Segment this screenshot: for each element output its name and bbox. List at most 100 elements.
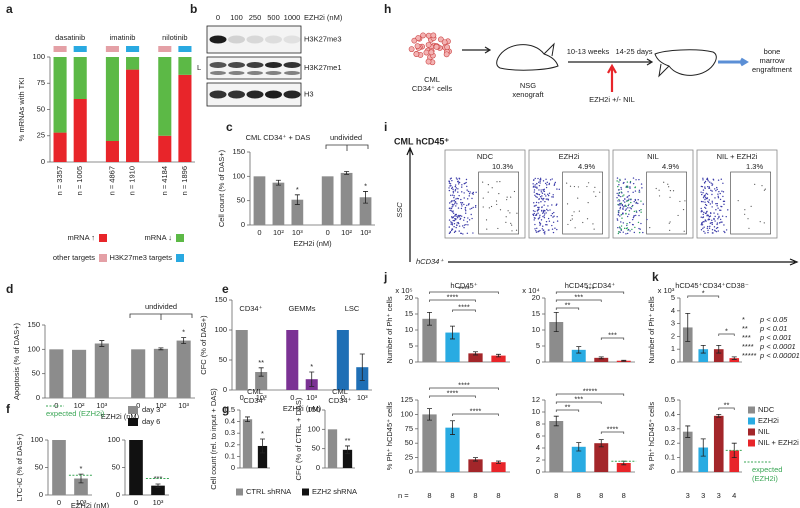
blot-band: [246, 90, 264, 99]
event: [709, 203, 712, 205]
event: [637, 221, 640, 224]
event: [538, 202, 540, 204]
error-bar: [181, 337, 187, 344]
event: [458, 225, 461, 227]
event: [711, 206, 713, 208]
event: [623, 181, 625, 184]
y-tick-label: 0: [409, 357, 413, 366]
event: [453, 196, 455, 199]
event: [540, 197, 543, 199]
significance: *: [296, 185, 299, 194]
event: [701, 193, 703, 196]
event: [638, 214, 640, 217]
event: [546, 181, 548, 184]
event: [719, 192, 721, 195]
blot-band: [265, 35, 282, 44]
y-tick-label: 25: [405, 453, 413, 462]
event: [722, 191, 725, 193]
event: [457, 191, 459, 193]
y-tick-label: 100: [232, 171, 245, 180]
n-count: 4: [732, 491, 736, 500]
event: [721, 215, 724, 217]
event: [725, 229, 728, 231]
bracket-label: **: [565, 300, 571, 309]
event: [535, 231, 538, 233]
panel-letter: f: [6, 402, 11, 416]
event: [552, 221, 555, 224]
event: [700, 200, 703, 203]
event: [532, 183, 534, 185]
event: [704, 203, 707, 206]
event: [459, 214, 461, 217]
bar: [257, 445, 268, 468]
event: [750, 205, 752, 207]
lane-label: 250: [249, 13, 262, 22]
bar: [594, 443, 609, 472]
event: [617, 185, 619, 188]
event: [655, 187, 657, 190]
y-axis-label: LTC-IC (% of DAS+): [15, 433, 24, 501]
event: [744, 209, 746, 211]
event: [625, 233, 627, 235]
gate-label: 10.3%: [492, 162, 514, 171]
event: [457, 221, 459, 224]
legend-swatch: [128, 406, 138, 414]
bar: [74, 478, 88, 495]
event: [622, 222, 625, 224]
cell: [425, 58, 432, 65]
event: [454, 218, 456, 220]
event: [717, 179, 720, 181]
y-tick-label: 0.2: [225, 440, 235, 449]
mouse: [654, 49, 717, 78]
bar: [255, 372, 268, 390]
event: [450, 200, 453, 202]
panel-letter: h: [384, 2, 391, 16]
event: [469, 208, 471, 210]
event: [467, 224, 469, 226]
event: [545, 224, 547, 226]
event: [638, 178, 640, 181]
event: [543, 215, 545, 217]
gate-label: 4.9%: [662, 162, 679, 171]
scale-label: x 10³: [658, 286, 675, 295]
y-tick-label: 15: [532, 309, 540, 318]
blot-unit: EZH2i (nM): [304, 13, 343, 22]
y-tick-label: 50: [237, 196, 245, 205]
error-bar: [258, 367, 264, 377]
bracket: [429, 395, 476, 398]
event: [533, 191, 535, 193]
event: [619, 206, 622, 209]
event: [704, 206, 706, 209]
event: [542, 212, 544, 214]
event: [535, 230, 537, 232]
event: [683, 230, 685, 232]
event: [682, 208, 685, 211]
bar: [422, 414, 437, 472]
event: [713, 212, 715, 214]
chart-title: hCD45⁺CD34⁺CD38⁻: [675, 281, 749, 290]
event: [461, 184, 463, 186]
event: [709, 225, 711, 228]
event: [566, 203, 569, 205]
event: [705, 204, 708, 207]
event: [618, 181, 620, 183]
y-axis-label: Number of Ph⁺ cells: [647, 296, 656, 364]
sig-p: p < 0.001: [759, 333, 792, 342]
event: [566, 182, 568, 184]
event: [679, 200, 681, 203]
panel-letter: d: [6, 282, 13, 296]
bar: [49, 349, 64, 398]
event: [546, 224, 548, 226]
event: [456, 197, 458, 200]
event: [539, 196, 542, 198]
x-tick-label: 10³: [96, 401, 107, 410]
event: [706, 177, 709, 180]
event: [617, 189, 620, 191]
event: [593, 191, 595, 193]
y-tick-label: 10: [532, 325, 540, 334]
event: [658, 189, 660, 191]
event: [638, 189, 641, 192]
event: [450, 194, 452, 197]
event: [544, 200, 546, 203]
event: [465, 210, 467, 212]
